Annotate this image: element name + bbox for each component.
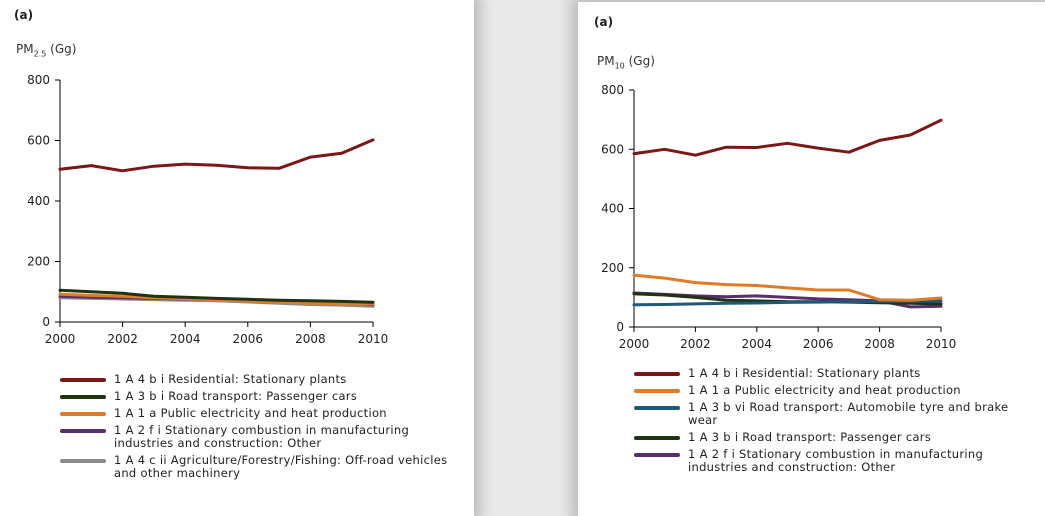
- legend-item: 1 A 3 b i Road transport: Passenger cars: [60, 390, 460, 403]
- x-tick-label: 2000: [619, 337, 650, 351]
- x-tick-label: 2004: [742, 337, 773, 351]
- x-tick-label: 2002: [680, 337, 711, 351]
- y-axis-label-subscript: 2.5: [33, 49, 47, 59]
- series-line: [58, 288, 375, 304]
- legend-pm10: 1 A 4 b i Residential: Stationary plants…: [634, 367, 1034, 478]
- legend-item: 1 A 2 f i Stationary combustion in manuf…: [634, 448, 1034, 474]
- legend-label: 1 A 4 c ii Agriculture/Forestry/Fishing:…: [114, 453, 448, 480]
- legend-swatch: [634, 389, 680, 393]
- y-axis-label: PM2.5 (Gg): [16, 42, 76, 58]
- chart-panel-pm25: (a) PM2.5 (Gg) 0 200 400 600 800 2000 2002 2004…: [0, 0, 474, 516]
- y-tick-label: 600: [27, 134, 50, 148]
- legend-swatch: [60, 378, 106, 382]
- y-tick-label: 800: [601, 83, 624, 97]
- legend-label: 1 A 1 a Public electricity and heat prod…: [114, 406, 387, 420]
- chart-panel-pm10: (a) PM10 (Gg) 0 200 400 600 800 2000 2002 2004 2…: [578, 2, 1045, 516]
- legend-swatch: [60, 459, 106, 463]
- line-chart-pm25: 0 200 400 600 800 2000 2002 2004 2006 2008 2010: [27, 73, 389, 346]
- legend-label: 1 A 2 f i Stationary combustion in manuf…: [114, 423, 410, 450]
- legend-pm25: 1 A 4 b i Residential: Stationary plants…: [60, 373, 460, 484]
- y-tick-label: 200: [601, 261, 624, 275]
- legend-item: 1 A 1 a Public electricity and heat prod…: [634, 384, 1034, 397]
- legend-item: 1 A 4 c ii Agriculture/Forestry/Fishing:…: [60, 454, 460, 480]
- x-tick-label: 2004: [170, 332, 201, 346]
- legend-label: 1 A 1 a Public electricity and heat prod…: [688, 383, 961, 397]
- y-axis-label-unit: (Gg): [628, 54, 655, 68]
- legend-label: 1 A 2 f i Stationary combustion in manuf…: [688, 447, 984, 474]
- legend-label: 1 A 3 b vi Road transport: Automobile ty…: [688, 400, 1009, 427]
- y-axis-label-main: PM: [16, 42, 34, 56]
- legend-item: 1 A 4 b i Residential: Stationary plants: [634, 367, 1034, 380]
- y-tick-label: 600: [601, 142, 624, 156]
- y-tick-label: 200: [27, 255, 50, 269]
- y-axis-label-main: PM: [597, 54, 615, 68]
- y-tick-label: 0: [616, 320, 624, 334]
- x-tick-label: 2008: [295, 332, 326, 346]
- legend-item: 1 A 4 b i Residential: Stationary plants: [60, 373, 460, 386]
- x-tick-label: 2000: [45, 332, 76, 346]
- panel-tag: (a): [14, 8, 34, 22]
- line-chart-pm10: 0 200 400 600 800 2000 2002 2004 2006 2008 2010: [601, 83, 957, 351]
- y-tick-label: 800: [27, 73, 50, 87]
- legend-swatch: [60, 395, 106, 399]
- x-tick-label: 2006: [233, 332, 264, 346]
- legend-label: 1 A 4 b i Residential: Stationary plants: [688, 366, 921, 380]
- legend-swatch: [634, 453, 680, 457]
- legend-swatch: [634, 436, 680, 440]
- series-line: [632, 273, 943, 302]
- y-tick-label: 0: [42, 315, 50, 329]
- y-tick-label: 400: [27, 194, 50, 208]
- x-tick-label: 2010: [926, 337, 957, 351]
- legend-label: 1 A 4 b i Residential: Stationary plants: [114, 372, 347, 386]
- y-axis-label-unit: (Gg): [50, 42, 77, 56]
- series-line: [632, 118, 943, 157]
- x-tick-label: 2010: [358, 332, 389, 346]
- x-tick-label: 2008: [864, 337, 895, 351]
- legend-item: 1 A 2 f i Stationary combustion in manuf…: [60, 424, 460, 450]
- panel-tag: (a): [594, 15, 614, 29]
- legend-item: 1 A 3 b vi Road transport: Automobile ty…: [634, 401, 1034, 427]
- legend-label: 1 A 3 b i Road transport: Passenger cars: [114, 389, 358, 403]
- legend-swatch: [634, 406, 680, 410]
- legend-label: 1 A 3 b i Road transport: Passenger cars: [688, 430, 932, 444]
- y-axis-label: PM10 (Gg): [597, 54, 655, 70]
- legend-swatch: [634, 372, 680, 376]
- y-tick-label: 400: [601, 202, 624, 216]
- y-axis-label-subscript: 10: [614, 61, 625, 71]
- x-tick-label: 2006: [803, 337, 834, 351]
- series-line: [58, 138, 375, 173]
- legend-swatch: [60, 412, 106, 416]
- legend-swatch: [60, 429, 106, 433]
- legend-item: 1 A 3 b i Road transport: Passenger cars: [634, 431, 1034, 444]
- legend-item: 1 A 1 a Public electricity and heat prod…: [60, 407, 460, 420]
- x-tick-label: 2002: [107, 332, 138, 346]
